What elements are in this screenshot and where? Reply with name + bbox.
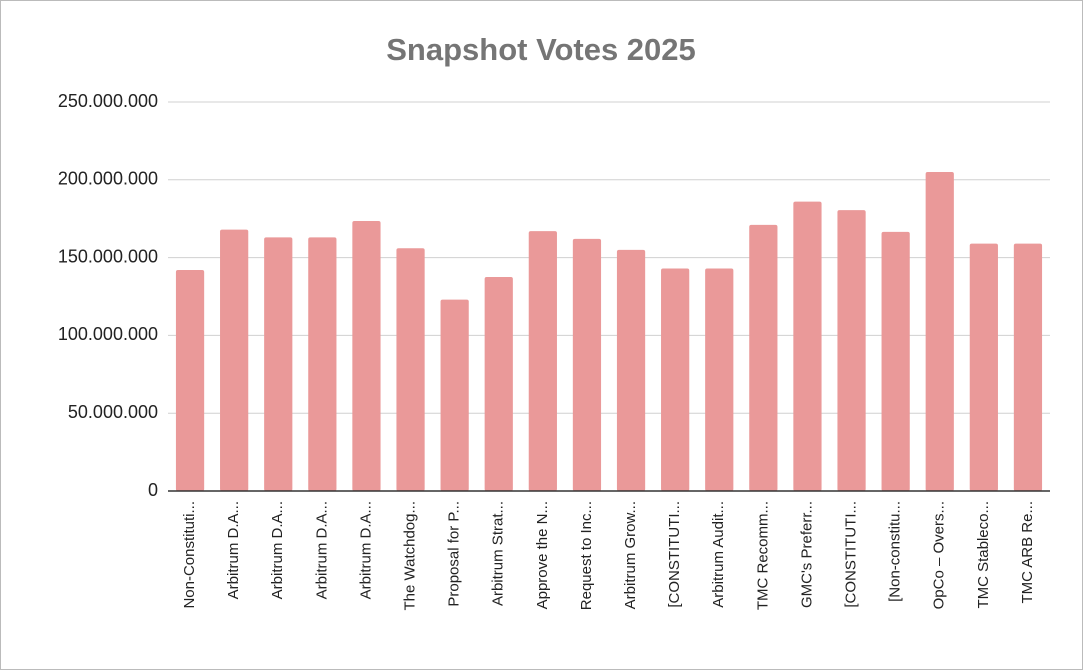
x-tick-label: Proposal for P... bbox=[446, 501, 463, 607]
bar bbox=[661, 268, 690, 491]
x-tick-label: Arbitrum D.A... bbox=[225, 501, 242, 599]
bar bbox=[1013, 243, 1043, 491]
bar bbox=[175, 270, 205, 491]
x-tick-label: [CONSTITUTI... bbox=[843, 501, 860, 608]
x-tick-label: [Non-constitu... bbox=[887, 501, 904, 602]
bar bbox=[705, 268, 734, 491]
x-tick-label: Arbitrum Grow... bbox=[622, 501, 639, 609]
bar bbox=[308, 237, 337, 491]
chart-title: Snapshot Votes 2025 bbox=[386, 32, 696, 67]
bar bbox=[528, 231, 557, 491]
bar bbox=[396, 248, 425, 491]
x-tick-label: Arbitrum Audit... bbox=[710, 501, 727, 608]
bar bbox=[220, 229, 249, 492]
y-tick-label: 0 bbox=[148, 480, 158, 500]
x-tick-label: Arbitrum D.A... bbox=[313, 501, 330, 599]
x-tick-label: Approve the N... bbox=[534, 501, 551, 609]
x-tick-label: TMC ARB Re... bbox=[1019, 501, 1036, 604]
x-tick-label: Arbitrum D.A... bbox=[357, 501, 374, 599]
bar bbox=[572, 238, 602, 491]
bar bbox=[616, 249, 646, 491]
x-tick-label: TMC Recomm... bbox=[754, 501, 771, 610]
y-tick-label: 100.000.000 bbox=[58, 324, 158, 344]
x-tick-label: The Watchdog... bbox=[402, 501, 419, 611]
bar bbox=[837, 210, 866, 491]
x-tick-label: Request to Inc... bbox=[578, 501, 595, 610]
bar bbox=[440, 299, 469, 491]
x-tick-label: [CONSTITUTI... bbox=[666, 501, 683, 608]
x-tick-label: Arbitrum Strat... bbox=[490, 501, 507, 606]
bar bbox=[881, 231, 910, 491]
y-tick-label: 200.000.000 bbox=[58, 169, 158, 189]
bar bbox=[925, 172, 954, 491]
x-tick-label: Non-Constituti... bbox=[181, 501, 198, 609]
bar bbox=[264, 237, 293, 491]
bar bbox=[749, 224, 778, 491]
x-tick-label: GMC's Preferr... bbox=[798, 501, 815, 608]
bar bbox=[484, 277, 513, 491]
x-tick-label: TMC Stableco... bbox=[975, 501, 992, 609]
y-tick-label: 150.000.000 bbox=[58, 246, 158, 266]
y-tick-label: 250.000.000 bbox=[58, 91, 158, 111]
bar bbox=[969, 243, 998, 491]
x-tick-label: OpCo – Overs... bbox=[931, 501, 948, 609]
x-tick-label: Arbitrum D.A... bbox=[269, 501, 286, 599]
y-tick-label: 50.000.000 bbox=[68, 402, 158, 422]
bar bbox=[793, 201, 822, 492]
bar bbox=[352, 221, 381, 491]
